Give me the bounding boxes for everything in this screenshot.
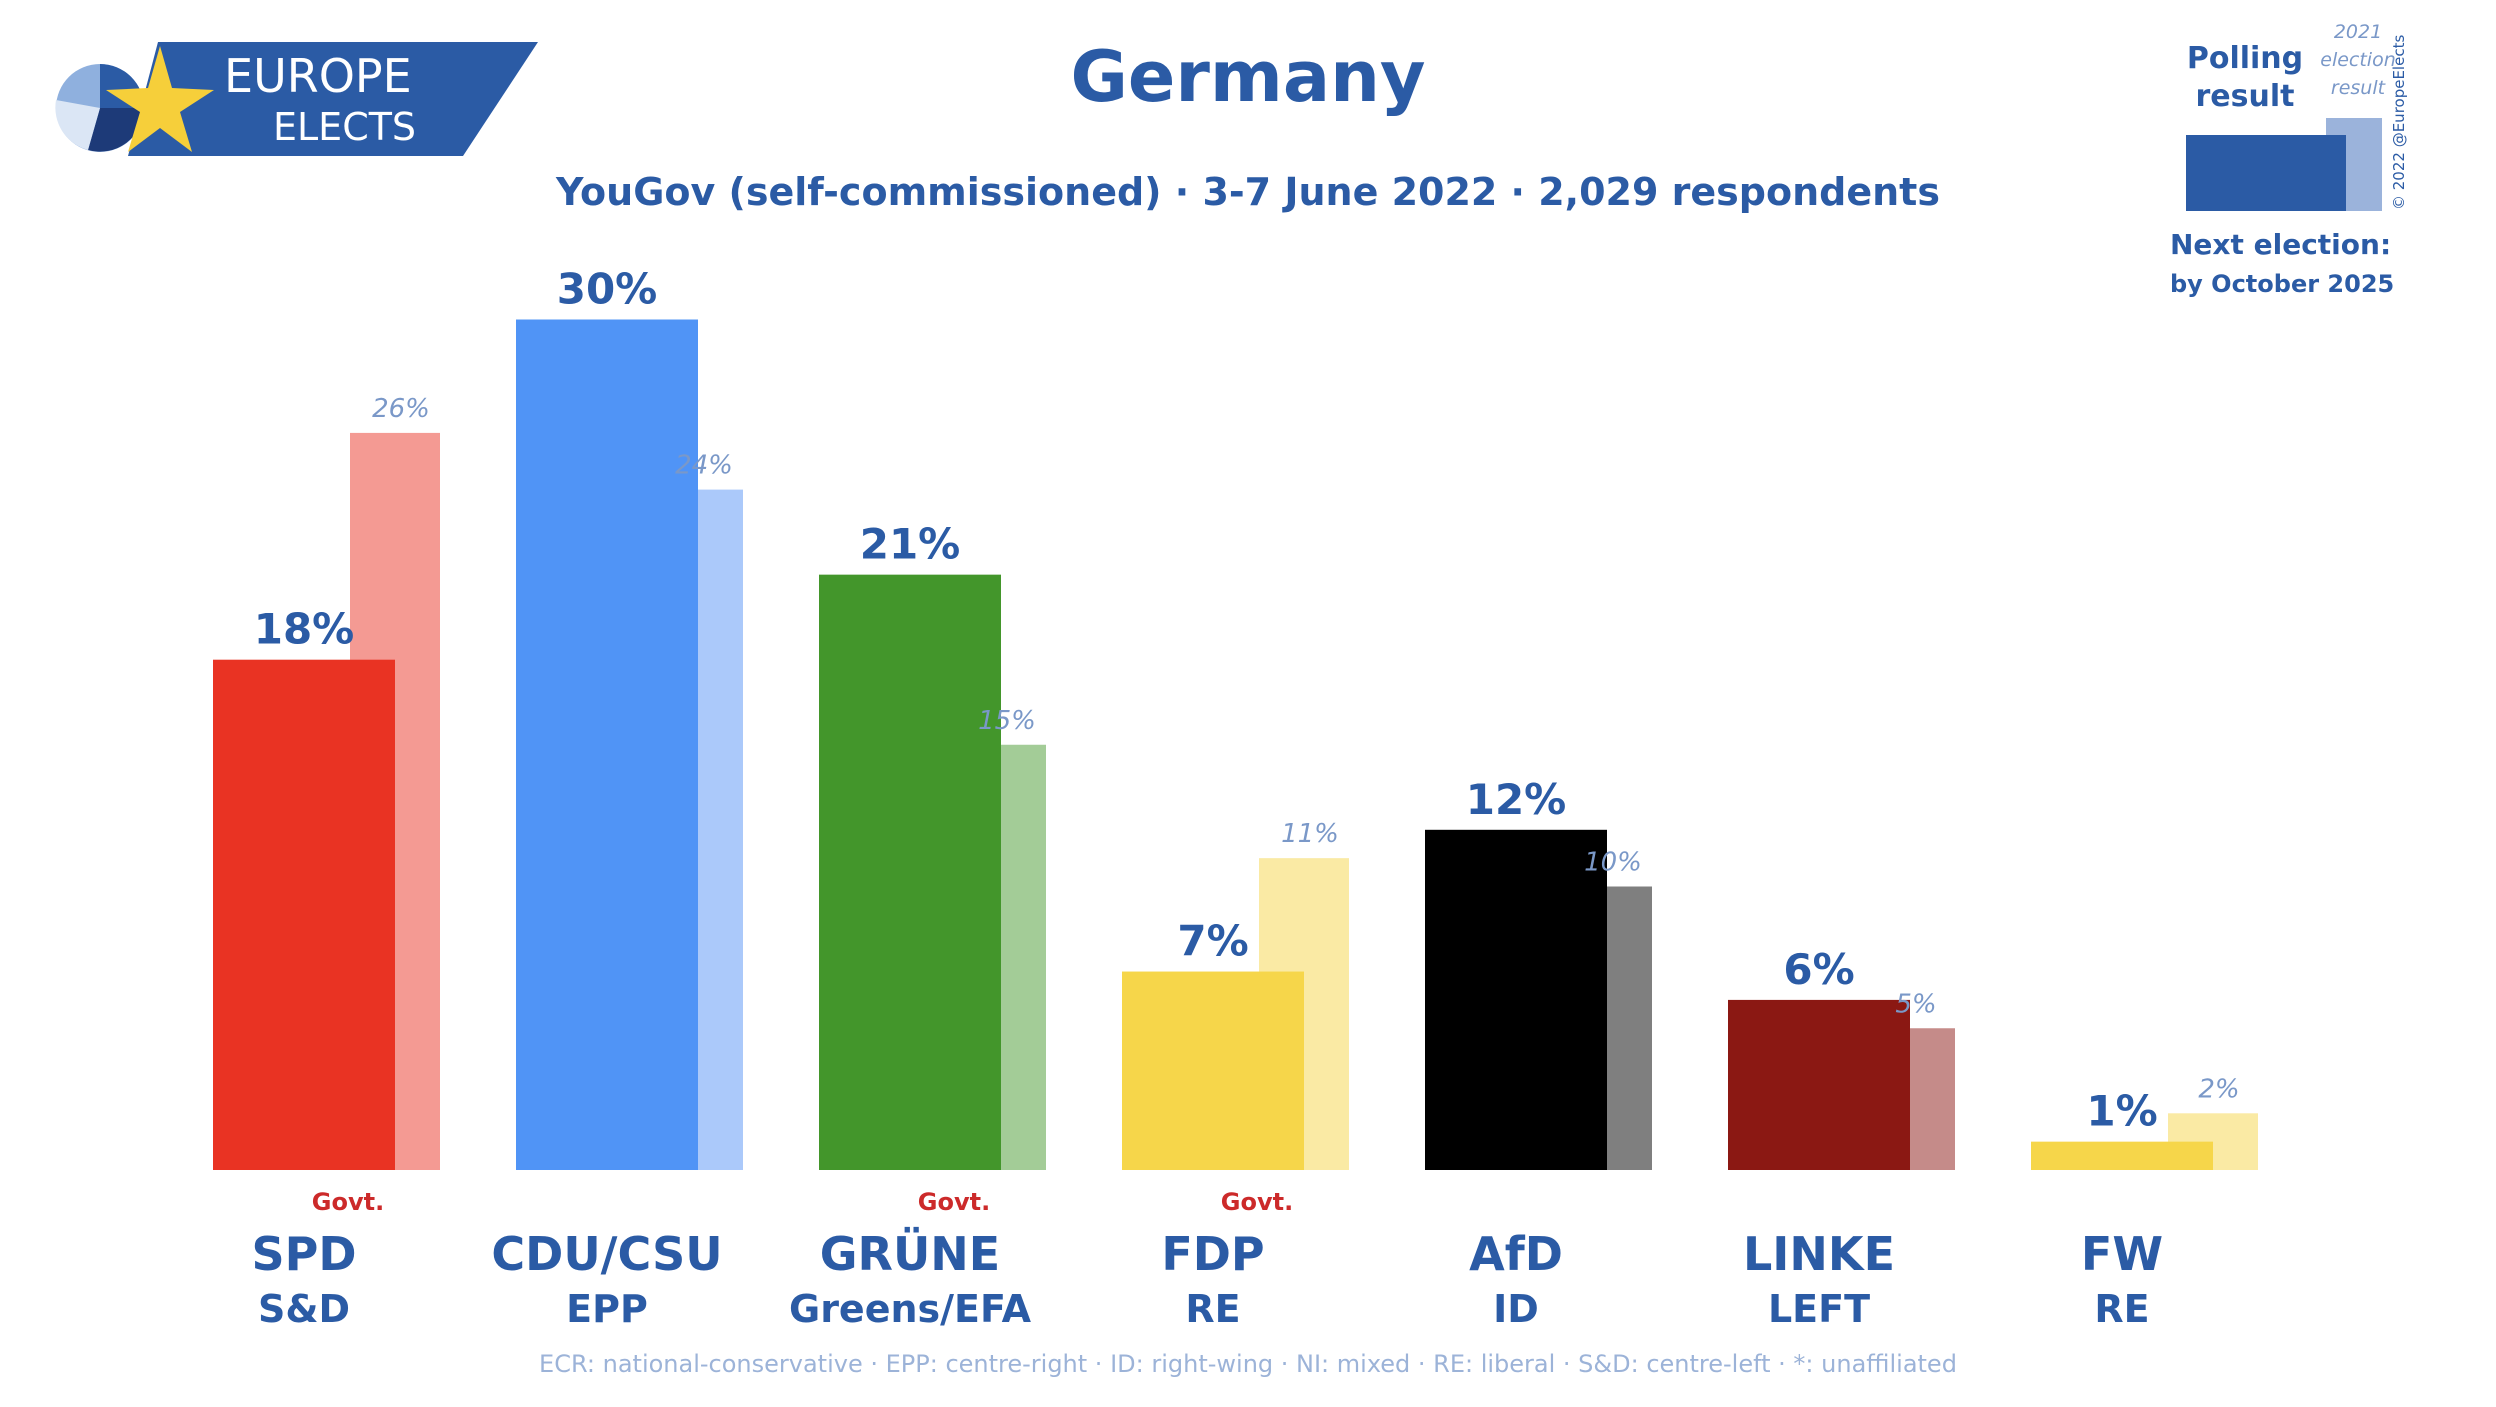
data-label-election-fw: 2% [2198,1074,2239,1104]
data-label-poll-spd: 18% [254,605,355,654]
bar-poll-cdu-csu [516,319,698,1170]
party-group-spd: S&D [258,1287,350,1331]
data-label-poll-cdu-csu: 30% [557,265,658,314]
data-label-poll-fdp: 7% [1177,917,1248,966]
chart-subtitle: YouGov (self-commissioned) · 3-7 June 20… [556,170,1940,214]
data-label-election-gr-ne: 15% [978,706,1036,736]
data-label-poll-linke: 6% [1783,945,1854,994]
legend-polling-line1: Polling [2186,41,2304,76]
bar-poll-fw [2031,1141,2213,1170]
bar-poll-gr-ne [819,574,1001,1170]
party-name-gr-ne: GRÜNE [820,1227,1000,1281]
legend-polling-label: Polling result [2180,40,2310,116]
party-name-afd: AfD [1469,1227,1563,1281]
logo-line2: ELECTS [273,105,416,149]
data-label-poll-fw: 1% [2086,1087,2157,1136]
bar-poll-fdp [1122,971,1304,1170]
legend-swatches [2186,118,2382,211]
data-label-poll-gr-ne: 21% [860,520,961,569]
party-name-fdp: FDP [1161,1227,1264,1281]
legend-election-line2: election [2320,49,2396,71]
legend-polling-swatch [2186,135,2346,211]
next-election-title: Next election: [2170,228,2392,261]
logo-star-icon [106,46,214,152]
chart-title: Germany [1070,36,1426,118]
bar-poll-afd [1425,829,1607,1170]
party-name-linke: LINKE [1743,1227,1895,1281]
party-group-fw: RE [2094,1287,2149,1331]
party-name-fw: FW [2081,1227,2163,1281]
party-group-afd: ID [1493,1287,1539,1331]
data-label-election-cdu-csu: 24% [675,451,733,481]
europe-elects-logo: EUROPE ELECTS [48,40,548,158]
legend-election-line3: result [2330,77,2386,99]
legend-polling-line2: result [2195,79,2295,114]
party-group-linke: LEFT [1768,1287,1870,1331]
govt-label-spd: Govt. [312,1188,384,1216]
data-label-election-fdp: 11% [1281,819,1339,849]
logo-graphic: EUROPE ELECTS [55,42,538,156]
logo-banner [128,42,538,156]
bar-poll-linke [1728,999,1910,1170]
footer-note: ECR: national-conservative · EPP: centre… [539,1350,1957,1378]
govt-label-gr-ne: Govt. [918,1188,990,1216]
data-label-election-spd: 26% [372,394,430,424]
party-group-fdp: RE [1185,1287,1240,1331]
legend-election-line1: 2021 [2333,21,2383,43]
party-group-gr-ne: Greens/EFA [789,1287,1032,1331]
data-label-poll-afd: 12% [1466,775,1567,824]
data-label-election-afd: 10% [1584,848,1642,878]
legend-election-label: 2021 election result [2318,18,2398,102]
bar-poll-spd [213,659,395,1170]
govt-label-fdp: Govt. [1221,1188,1293,1216]
logo-line1: EUROPE [224,49,412,103]
data-label-election-linke: 5% [1895,989,1936,1019]
party-group-cdu-csu: EPP [566,1287,648,1331]
party-name-cdu-csu: CDU/CSU [491,1227,722,1281]
next-election-date: by October 2025 [2170,270,2395,298]
party-name-spd: SPD [251,1227,356,1281]
